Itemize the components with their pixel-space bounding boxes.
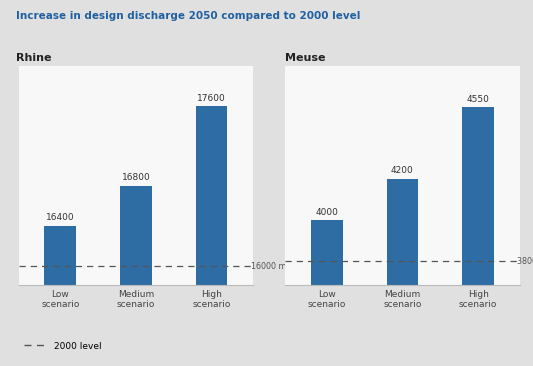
Text: Rhine: Rhine — [16, 53, 52, 63]
Text: Increase in design discharge 2050 compared to 2000 level: Increase in design discharge 2050 compar… — [16, 11, 360, 21]
Bar — [386, 179, 418, 366]
Bar — [44, 225, 76, 366]
Bar — [120, 186, 152, 366]
Text: 4000: 4000 — [316, 208, 338, 217]
Legend: 2000 level: 2000 level — [20, 338, 105, 354]
Text: 4200: 4200 — [391, 167, 414, 175]
Bar — [196, 106, 228, 366]
Text: 16400: 16400 — [46, 213, 75, 222]
Text: 4550: 4550 — [466, 95, 489, 104]
Text: 3800 m³/s: 3800 m³/s — [518, 256, 533, 265]
Text: 16800: 16800 — [122, 173, 150, 182]
Text: Meuse: Meuse — [285, 53, 326, 63]
Bar — [311, 220, 343, 366]
Text: 16000 m³/s: 16000 m³/s — [251, 261, 296, 270]
Bar — [462, 107, 494, 366]
Text: 17600: 17600 — [197, 94, 226, 102]
